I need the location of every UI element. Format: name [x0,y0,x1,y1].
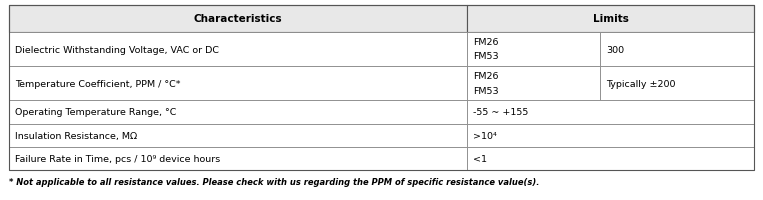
Text: Insulation Resistance, MΩ: Insulation Resistance, MΩ [15,131,137,140]
Text: Temperature Coefficient, PPM / °C*: Temperature Coefficient, PPM / °C* [15,79,181,88]
Bar [9,33,467,67]
Bar [467,6,754,33]
Bar [9,124,467,147]
Bar [600,33,754,67]
Bar [467,124,754,147]
Text: Failure Rate in Time, pcs / 10⁹ device hours: Failure Rate in Time, pcs / 10⁹ device h… [15,154,221,163]
Bar [467,147,754,170]
Bar [9,67,467,101]
Text: Operating Temperature Range, °C: Operating Temperature Range, °C [15,108,177,117]
Bar [9,101,467,124]
Text: * Not applicable to all resistance values. Please check with us regarding the PP: * Not applicable to all resistance value… [9,177,539,186]
Bar [9,6,467,33]
Text: -55 ~ +155: -55 ~ +155 [473,108,529,117]
Text: Characteristics: Characteristics [194,14,282,24]
Text: FM26: FM26 [473,38,499,47]
Text: 300: 300 [606,45,624,54]
Text: <1: <1 [473,154,488,163]
Bar [467,101,754,124]
Bar [9,147,467,170]
Text: FM26: FM26 [473,72,499,81]
Bar [467,67,600,101]
Bar [9,6,754,170]
Text: FM53: FM53 [473,52,499,61]
Bar [467,33,600,67]
Text: >10⁴: >10⁴ [473,131,497,140]
Bar [600,67,754,101]
Text: Dielectric Withstanding Voltage, VAC or DC: Dielectric Withstanding Voltage, VAC or … [15,45,219,54]
Text: Limits: Limits [593,14,629,24]
Text: FM53: FM53 [473,86,499,95]
Text: Typically ±200: Typically ±200 [606,79,675,88]
